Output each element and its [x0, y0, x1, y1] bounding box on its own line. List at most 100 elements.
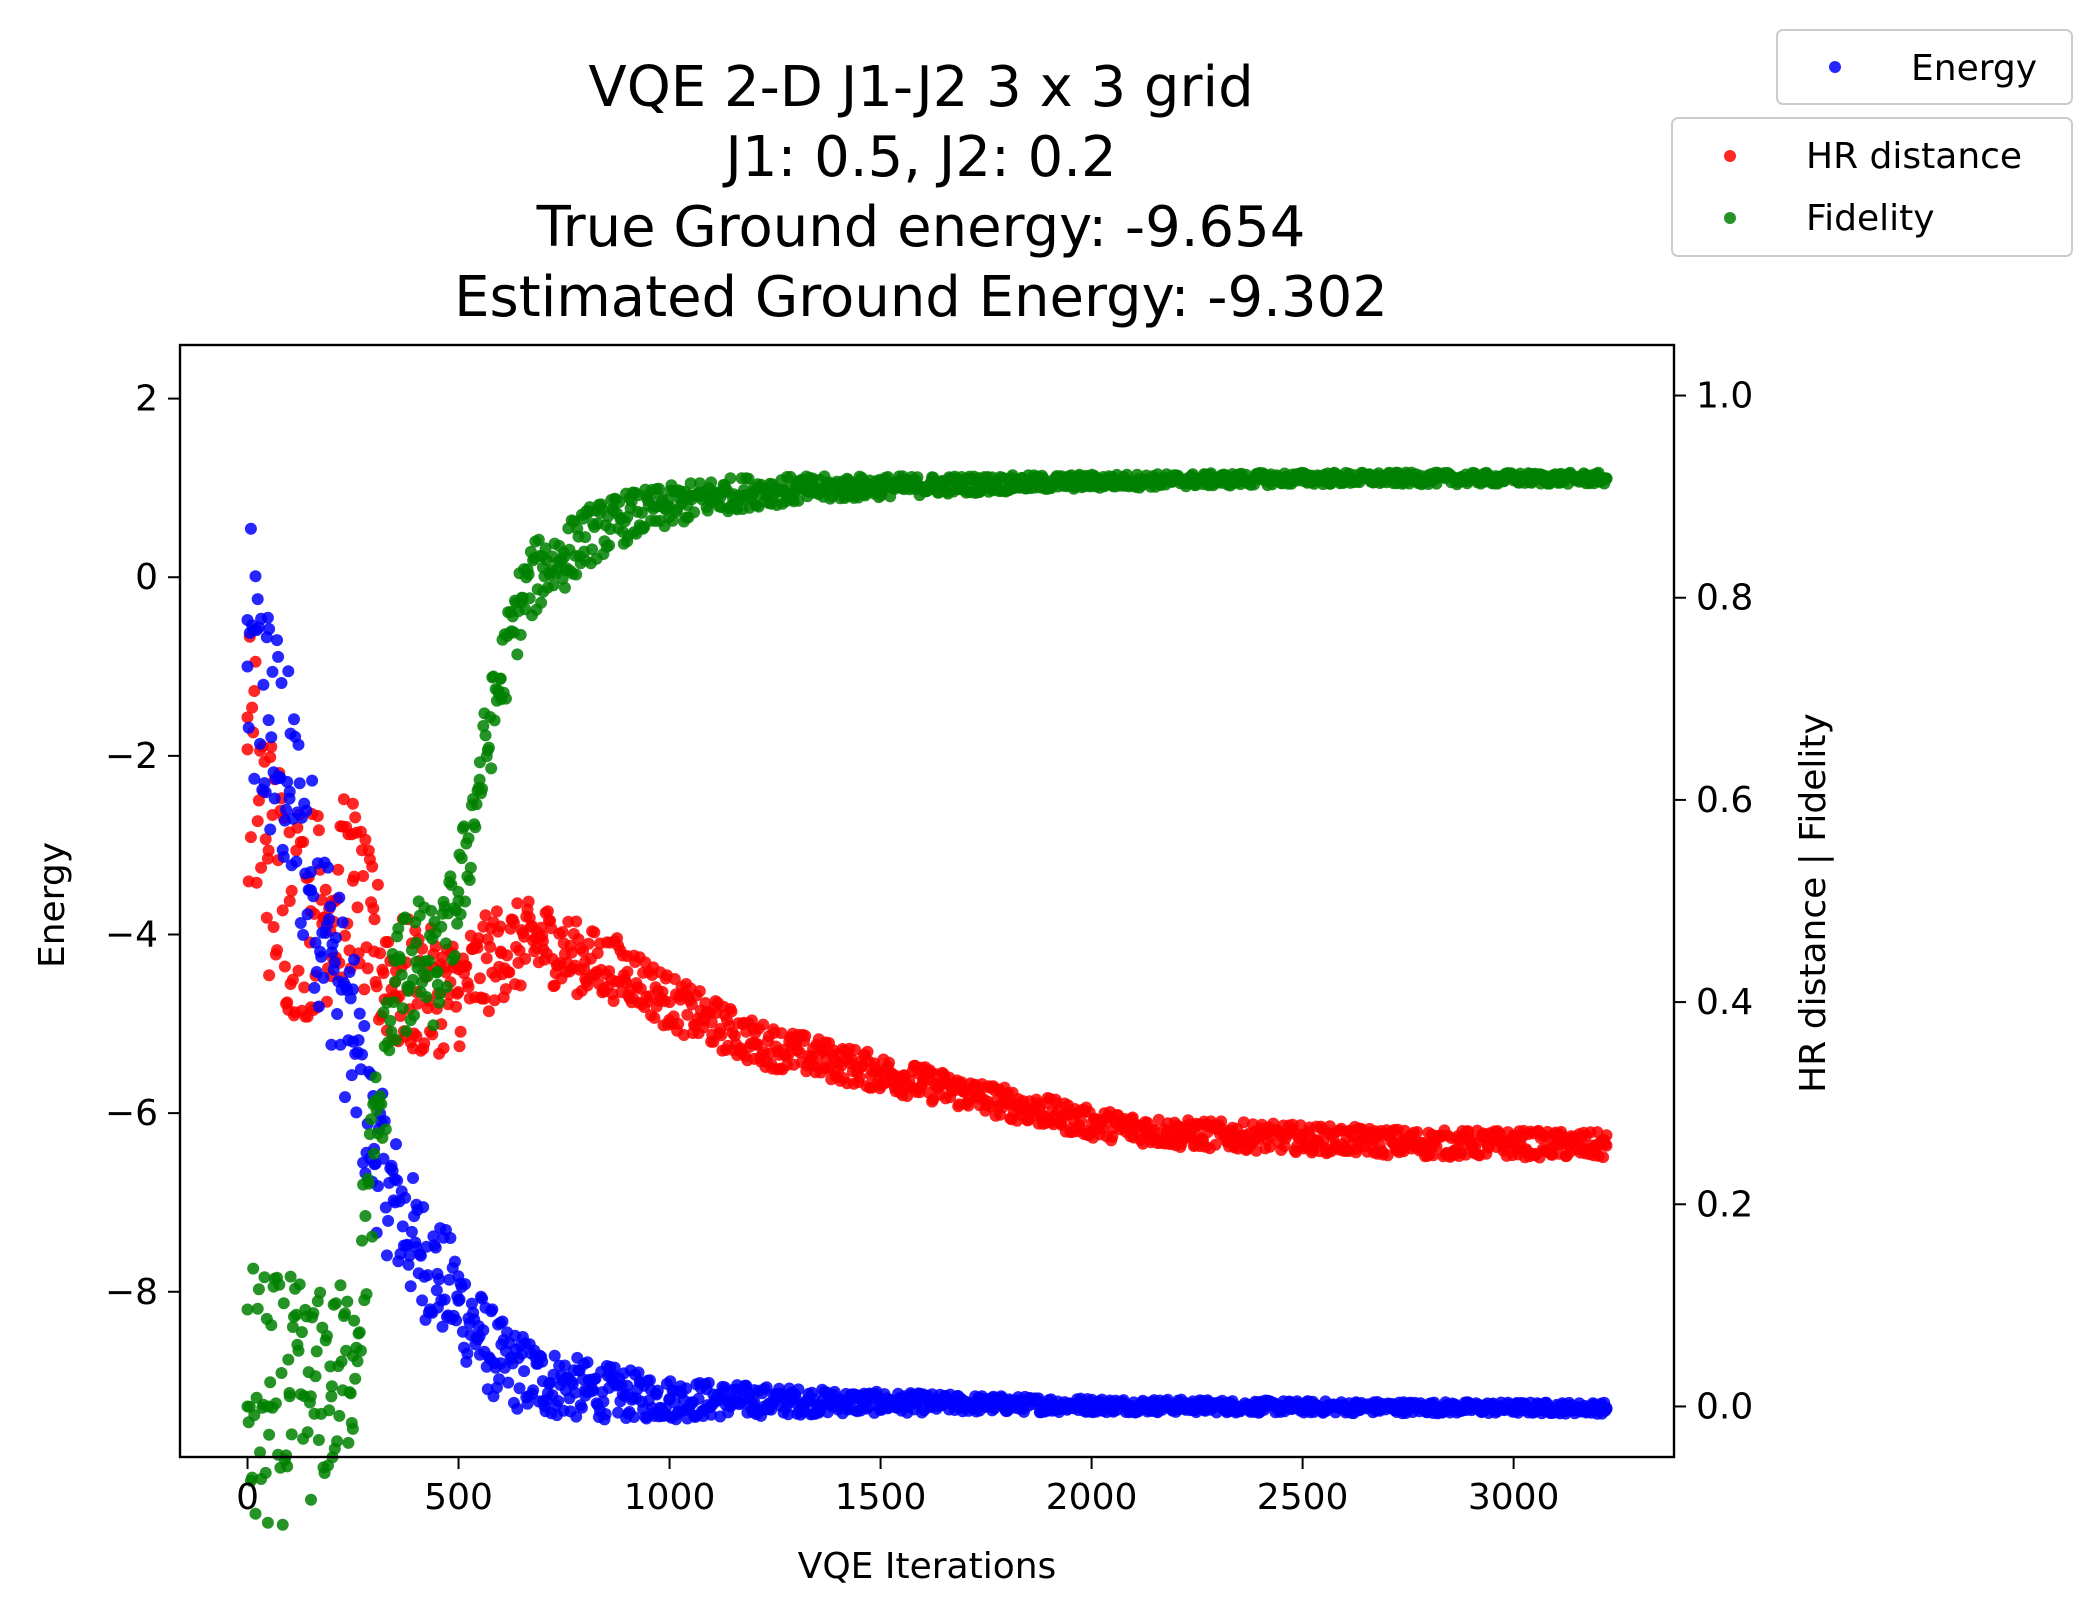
data-point: [515, 591, 528, 604]
data-point: [248, 1409, 261, 1422]
data-point: [360, 1288, 373, 1301]
data-point: [280, 803, 293, 816]
data-point: [453, 1040, 466, 1053]
data-point: [294, 917, 307, 929]
title-line-2: J1: 0.5, J2: 0.2: [722, 125, 1116, 190]
data-point: [1507, 1401, 1520, 1414]
data-point: [715, 1029, 728, 1042]
fidelity-series: [241, 466, 1613, 1531]
data-point: [281, 1460, 294, 1473]
data-point: [448, 1255, 461, 1268]
data-point: [391, 1174, 404, 1187]
data-point: [259, 833, 272, 846]
data-point: [572, 933, 585, 946]
data-point: [339, 1307, 351, 1320]
data-point: [539, 542, 552, 555]
data-point: [264, 1376, 277, 1389]
data-point: [435, 920, 448, 933]
data-point: [427, 1019, 440, 1032]
data-point: [536, 1375, 549, 1388]
data-point: [371, 878, 384, 891]
data-point: [266, 665, 279, 678]
y-left-tick-label: −8: [105, 1272, 158, 1313]
data-point: [514, 628, 527, 641]
data-point: [597, 1395, 610, 1408]
data-point: [775, 1027, 788, 1040]
data-point: [288, 713, 300, 726]
data-point: [343, 944, 356, 957]
data-point: [361, 962, 374, 975]
data-point: [482, 1005, 495, 1018]
data-point: [319, 883, 332, 896]
data-point: [1085, 1399, 1098, 1412]
data-point: [244, 831, 257, 844]
data-point: [433, 996, 446, 1009]
data-point: [586, 543, 599, 556]
x-tick-label: 0: [236, 1477, 259, 1518]
data-point: [377, 1152, 390, 1165]
data-point: [853, 1070, 866, 1083]
data-point: [1296, 1401, 1309, 1413]
y-right-tick-label: 0.6: [1696, 780, 1753, 821]
data-point: [599, 1408, 612, 1421]
data-point: [247, 1262, 260, 1275]
data-point: [507, 916, 520, 929]
y-right-tick-label: 0.8: [1696, 578, 1753, 619]
data-point: [325, 946, 338, 959]
y-right-tick-label: 1.0: [1696, 376, 1753, 417]
y-right-axis-label: HR distance | Fidelity: [1793, 713, 1834, 1093]
data-point: [344, 992, 357, 1005]
data-point: [290, 855, 303, 868]
data-point: [681, 1008, 694, 1021]
data-point: [262, 714, 275, 727]
title-line-3: True Ground energy: -9.654: [536, 195, 1306, 260]
data-point: [257, 678, 270, 691]
data-point: [430, 1284, 443, 1297]
data-point: [411, 997, 424, 1010]
data-point: [290, 1308, 303, 1321]
data-point: [337, 793, 350, 806]
data-point: [421, 1269, 434, 1282]
data-point: [748, 1036, 760, 1049]
y-left-tick-label: −6: [105, 1093, 158, 1134]
data-point: [480, 952, 493, 965]
data-point: [569, 1386, 582, 1399]
data-point: [861, 1045, 874, 1058]
data-point: [248, 685, 261, 697]
data-point: [552, 1395, 565, 1407]
data-point: [407, 1172, 419, 1184]
data-point: [344, 1387, 357, 1400]
data-point: [339, 929, 351, 942]
data-point: [565, 946, 578, 959]
data-point: [325, 1380, 338, 1393]
y-right-tick-label: 0.0: [1696, 1386, 1753, 1427]
data-point: [628, 1411, 640, 1423]
data-point: [558, 551, 571, 564]
data-point: [246, 701, 259, 714]
data-point: [306, 774, 319, 787]
data-point: [536, 1355, 549, 1368]
data-point: [502, 1376, 515, 1389]
data-point: [356, 1048, 368, 1061]
data-point: [407, 973, 419, 986]
data-point: [285, 1428, 298, 1441]
data-point: [441, 980, 453, 993]
data-point: [341, 1295, 354, 1308]
data-point: [608, 1361, 621, 1374]
data-point: [314, 1286, 327, 1299]
data-point: [265, 731, 278, 744]
data-point: [832, 1056, 845, 1069]
data-point: [1296, 1132, 1309, 1145]
data-point: [297, 836, 310, 848]
data-point: [757, 1018, 770, 1031]
data-point: [462, 981, 475, 993]
data-point: [265, 740, 278, 753]
data-point: [613, 496, 626, 508]
data-point: [396, 1220, 409, 1233]
data-point: [272, 650, 285, 663]
data-point: [387, 996, 400, 1008]
data-point: [1600, 1129, 1613, 1142]
data-point: [705, 490, 718, 503]
data-point: [347, 874, 359, 887]
